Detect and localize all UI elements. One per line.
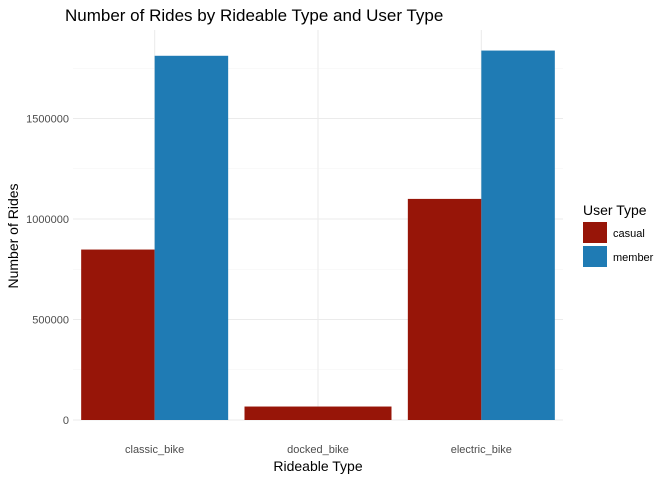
x-tick-label: electric_bike [451, 444, 512, 456]
legend-key-casual [583, 222, 607, 243]
y-tick-labels: 0 500000 1000000 1500000 [26, 114, 69, 428]
y-tick-label: 1500000 [26, 114, 69, 126]
bar-casual-classic_bike [81, 249, 155, 420]
x-axis-title: Rideable Type [273, 458, 362, 474]
x-tick-labels: classic_bike docked_bike electric_bike [125, 444, 512, 456]
legend: User Type casual member [583, 202, 654, 267]
legend-label-member: member [613, 252, 654, 264]
y-tick-label: 1000000 [26, 214, 69, 226]
x-tick-label: classic_bike [125, 444, 184, 456]
y-tick-label: 500000 [32, 315, 69, 327]
bar-casual-docked_bike [244, 406, 392, 420]
bars [81, 50, 555, 421]
bar-member-classic_bike [154, 55, 229, 421]
legend-title: User Type [583, 202, 647, 218]
chart-title: Number of Rides by Rideable Type and Use… [65, 6, 443, 25]
y-tick-label: 0 [63, 415, 69, 427]
legend-key-member [583, 246, 607, 267]
bar-casual-electric_bike [407, 198, 482, 420]
x-tick-label: docked_bike [287, 444, 349, 456]
legend-label-casual: casual [613, 228, 645, 240]
bar-member-electric_bike [481, 50, 555, 420]
y-axis-title: Number of Rides [5, 183, 21, 288]
